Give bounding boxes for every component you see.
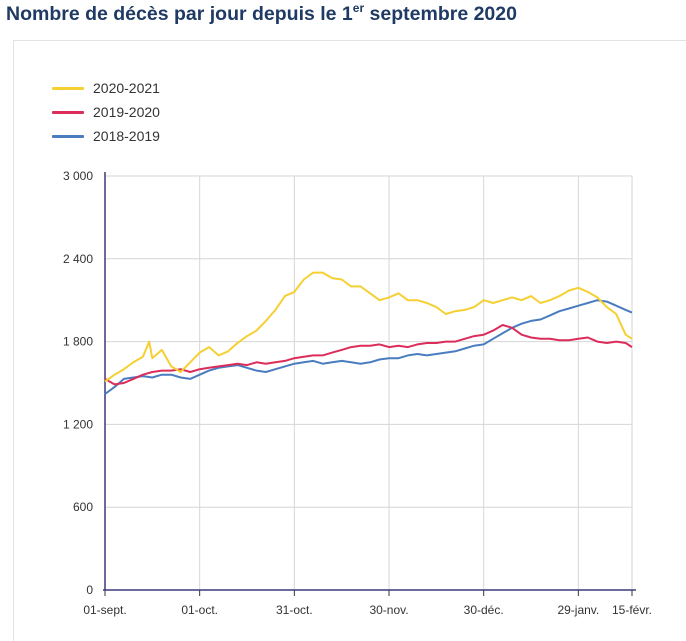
y-tick-label: 2 400	[63, 252, 93, 266]
chart-title-rest: septembre 2020	[364, 3, 517, 25]
x-tick-label: 01-oct.	[181, 603, 218, 617]
legend-item-2020-2021[interactable]: 2020-2021	[52, 76, 160, 100]
legend-label: 2018-2019	[93, 128, 160, 144]
x-tick-label: 15-févr.	[612, 603, 652, 617]
y-tick-label: 3 000	[63, 169, 93, 183]
y-tick-label: 0	[86, 583, 93, 597]
legend-item-2019-2020[interactable]: 2019-2020	[52, 100, 160, 124]
legend-swatch	[52, 110, 84, 114]
chart-title: Nombre de décès par jour depuis le 1er s…	[6, 1, 517, 26]
series-line-2020-2021	[104, 271, 633, 383]
series-line-2018-2019	[104, 299, 633, 395]
y-tick-label: 600	[73, 500, 93, 514]
chart-title-main: Nombre de décès par jour depuis le 1	[6, 3, 353, 25]
chart-panel	[13, 40, 686, 641]
legend-label: 2020-2021	[93, 80, 160, 96]
x-tick-label: 01-sept.	[83, 603, 126, 617]
x-tick-label: 30-nov.	[369, 603, 408, 617]
legend-swatch	[52, 134, 84, 138]
legend-swatch	[52, 86, 84, 90]
y-tick-label: 1 200	[63, 417, 93, 431]
x-tick-label: 29-janv.	[557, 603, 599, 617]
x-tick-label: 30-déc.	[464, 603, 504, 617]
chart-title-sup: er	[352, 1, 365, 15]
legend-item-2018-2019[interactable]: 2018-2019	[52, 124, 160, 148]
x-tick-label: 31-oct.	[276, 603, 313, 617]
series-line-2019-2020	[104, 324, 633, 386]
chart-legend: 2020-2021 2019-2020 2018-2019	[52, 76, 160, 148]
legend-label: 2019-2020	[93, 104, 160, 120]
y-tick-label: 1 800	[63, 335, 93, 349]
